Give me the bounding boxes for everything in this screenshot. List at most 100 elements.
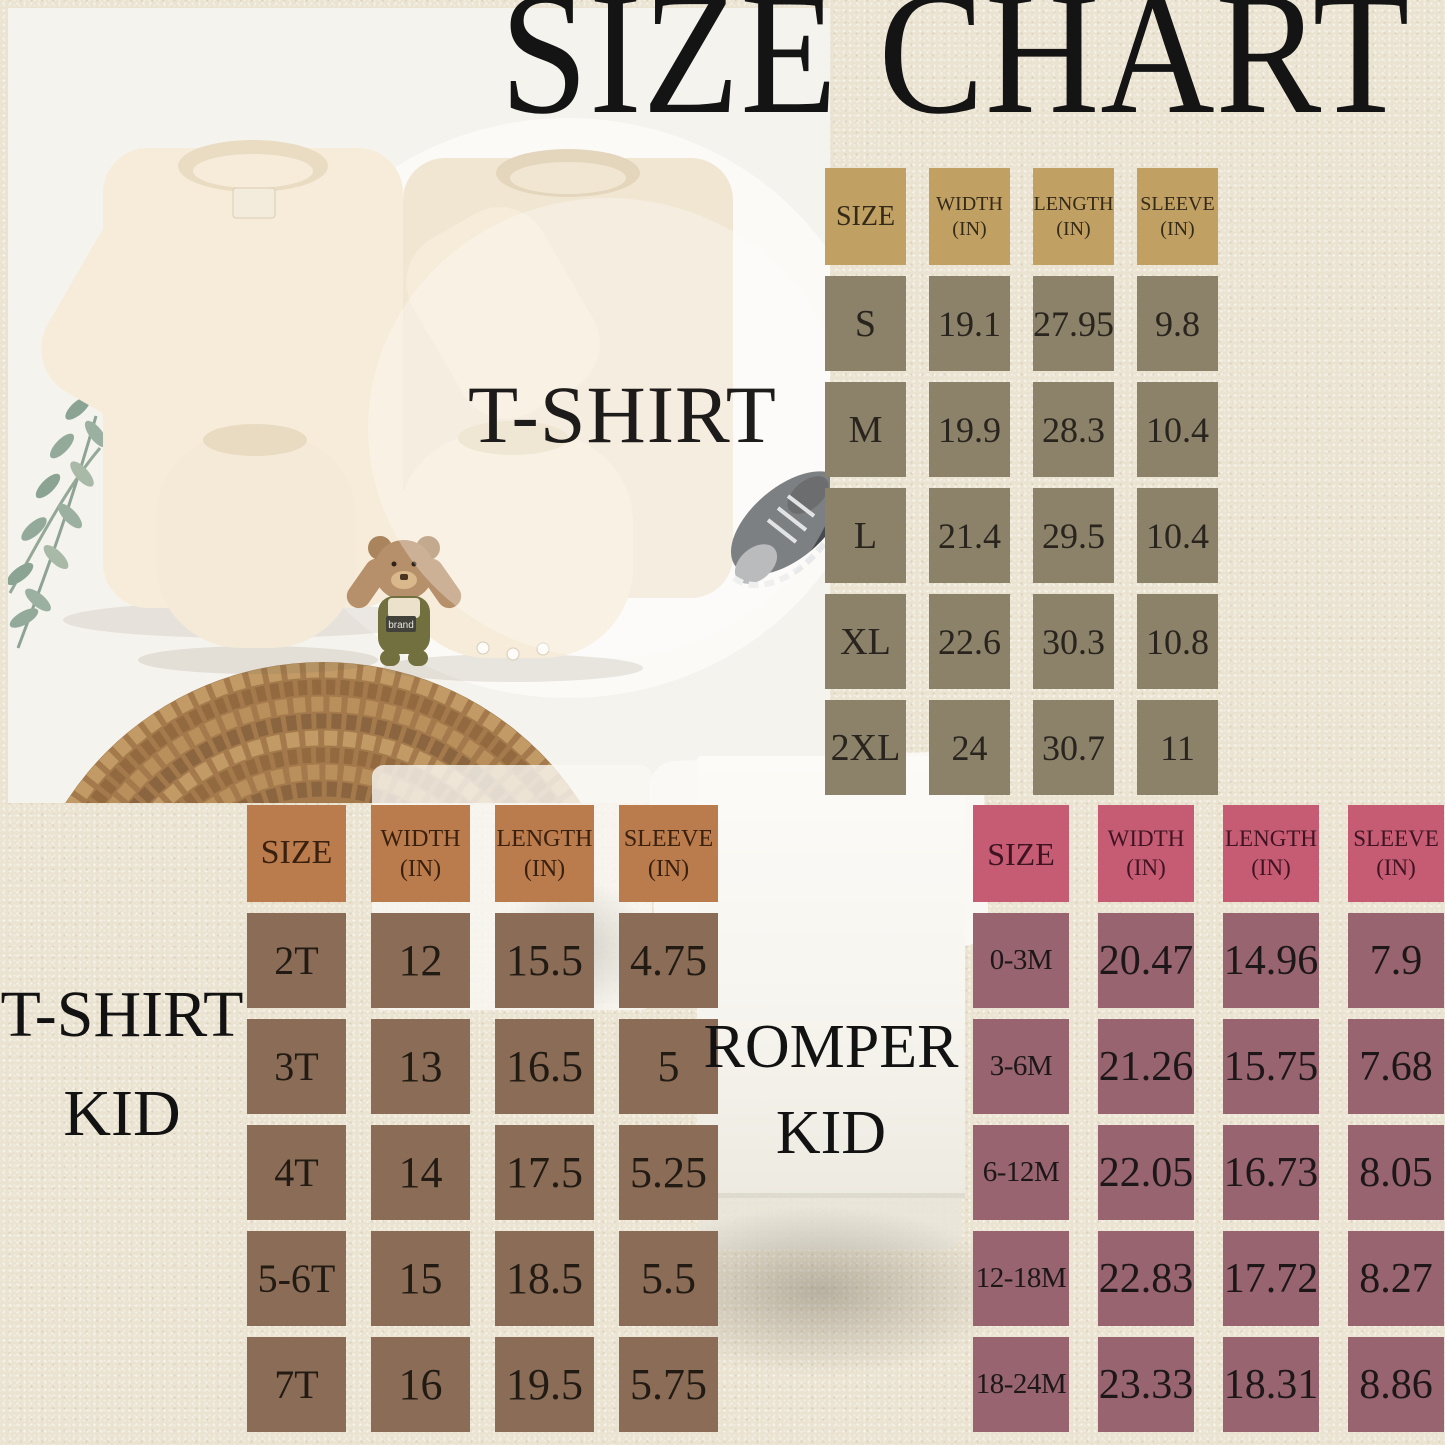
length-cell: 15.5 <box>495 913 594 1008</box>
header-label: LENGTH <box>1225 825 1317 851</box>
header-unit: (IN) <box>1251 854 1291 880</box>
romper-section-label-line1: ROMPER <box>703 1013 959 1081</box>
kid-section-label-line1: T-SHIRT <box>0 978 244 1051</box>
length-cell: 14.96 <box>1223 913 1319 1008</box>
column-header-length: LENGTH (IN) <box>1223 805 1319 902</box>
length-cell: 18.5 <box>495 1231 594 1326</box>
header-unit: (IN) <box>1126 854 1166 880</box>
column-header-size: SIZE <box>825 168 906 265</box>
teddy-bear-illustration: brand <box>346 536 462 666</box>
eucalyptus-illustration <box>8 390 119 649</box>
kid-romper-size-table: SIZE WIDTH (IN) LENGTH (IN) SLEEVE (IN) 0-3… <box>973 805 1444 1432</box>
sleeve-cell: 5.75 <box>619 1337 718 1432</box>
length-cell: 27.95 <box>1033 276 1114 371</box>
kid-section-label: T-SHIRT KID <box>0 965 258 1163</box>
size-cell: S <box>825 276 906 371</box>
header-unit: (IN) <box>399 855 442 882</box>
sleeve-cell: 10.4 <box>1137 488 1218 583</box>
column-header-length: LENGTH (IN) <box>1033 168 1114 265</box>
size-cell: 7T <box>247 1337 346 1432</box>
column-header-width: WIDTH (IN) <box>1098 805 1194 902</box>
header-label: SLEEVE <box>623 825 714 852</box>
header-label: SLEEVE <box>1140 192 1215 215</box>
length-cell: 28.3 <box>1033 382 1114 477</box>
size-cell: 2XL <box>825 700 906 795</box>
length-cell: 30.7 <box>1033 700 1114 795</box>
family-shirts-illustration: brand <box>8 8 830 803</box>
size-cell: 0-3M <box>973 913 1069 1008</box>
adult-section-label: T-SHIRT <box>468 369 777 460</box>
sleeve-cell: 8.05 <box>1348 1125 1444 1220</box>
width-cell: 24 <box>929 700 1010 795</box>
column-header-length: LENGTH (IN) <box>495 805 594 902</box>
header-unit: (IN) <box>1056 217 1091 240</box>
width-cell: 23.33 <box>1098 1337 1194 1432</box>
tshirt-size-table: SIZE WIDTH (IN) LENGTH (IN) SLEEVE (IN) S 1… <box>825 168 1218 795</box>
width-cell: 21.4 <box>929 488 1010 583</box>
sleeve-cell: 5.25 <box>619 1125 718 1220</box>
white-shirt-photo-body <box>697 756 965 1198</box>
width-cell: 15 <box>371 1231 470 1326</box>
width-cell: 19.1 <box>929 276 1010 371</box>
size-cell: 12-18M <box>973 1231 1069 1326</box>
sleeve-cell: 8.27 <box>1348 1231 1444 1326</box>
kid-section-label-line2: KID <box>63 1077 181 1150</box>
length-cell: 17.5 <box>495 1125 594 1220</box>
column-header-sleeve: SLEEVE (IN) <box>619 805 718 902</box>
header-unit: (IN) <box>1376 854 1416 880</box>
column-header-sleeve: SLEEVE (IN) <box>1137 168 1218 265</box>
sleeve-cell: 5 <box>619 1019 718 1114</box>
header-label: SIZE <box>260 834 333 872</box>
width-cell: 13 <box>371 1019 470 1114</box>
header-label: WIDTH <box>936 192 1003 215</box>
length-cell: 29.5 <box>1033 488 1114 583</box>
length-cell: 15.75 <box>1223 1019 1319 1114</box>
header-label: SLEEVE <box>1353 825 1439 851</box>
bear-tag-label: brand <box>388 620 414 631</box>
size-cell: 5-6T <box>247 1231 346 1326</box>
sleeve-cell: 10.8 <box>1137 594 1218 689</box>
sleeve-cell: 8.86 <box>1348 1337 1444 1432</box>
header-unit: (IN) <box>647 855 690 882</box>
size-cell: 3-6M <box>973 1019 1069 1114</box>
width-cell: 22.6 <box>929 594 1010 689</box>
header-unit: (IN) <box>1160 217 1195 240</box>
header-label: LENGTH <box>1033 192 1114 215</box>
family-shirts-photo: brand <box>8 8 830 803</box>
header-label: WIDTH <box>380 825 461 852</box>
width-cell: 19.9 <box>929 382 1010 477</box>
romper-section-label-line2: KID <box>775 1099 887 1167</box>
sleeve-cell: 10.4 <box>1137 382 1218 477</box>
sleeve-cell: 5.5 <box>619 1231 718 1326</box>
size-cell: 3T <box>247 1019 346 1114</box>
sleeve-cell: 7.9 <box>1348 913 1444 1008</box>
length-cell: 16.73 <box>1223 1125 1319 1220</box>
size-cell: 4T <box>247 1125 346 1220</box>
width-cell: 21.26 <box>1098 1019 1194 1114</box>
size-cell: L <box>825 488 906 583</box>
sleeve-cell: 9.8 <box>1137 276 1218 371</box>
baby-romper-left-illustration <box>138 424 378 674</box>
length-cell: 18.31 <box>1223 1337 1319 1432</box>
column-header-width: WIDTH (IN) <box>929 168 1010 265</box>
size-cell: XL <box>825 594 906 689</box>
header-label: SIZE <box>987 835 1055 872</box>
length-cell: 30.3 <box>1033 594 1114 689</box>
header-unit: (IN) <box>523 855 566 882</box>
size-cell: 2T <box>247 913 346 1008</box>
width-cell: 20.47 <box>1098 913 1194 1008</box>
header-unit: (IN) <box>952 217 987 240</box>
length-cell: 19.5 <box>495 1337 594 1432</box>
white-shirt-hem-fold <box>700 1198 962 1250</box>
header-label: SIZE <box>835 201 896 232</box>
column-header-size: SIZE <box>973 805 1069 902</box>
column-header-width: WIDTH (IN) <box>371 805 470 902</box>
sneaker-illustration <box>731 471 830 589</box>
page-title: SIZE CHART <box>500 0 1411 151</box>
romper-section-label: ROMPER KID <box>686 1004 976 1176</box>
header-label: WIDTH <box>1107 825 1185 851</box>
size-cell: 18-24M <box>973 1337 1069 1432</box>
width-cell: 12 <box>371 913 470 1008</box>
size-cell: 6-12M <box>973 1125 1069 1220</box>
